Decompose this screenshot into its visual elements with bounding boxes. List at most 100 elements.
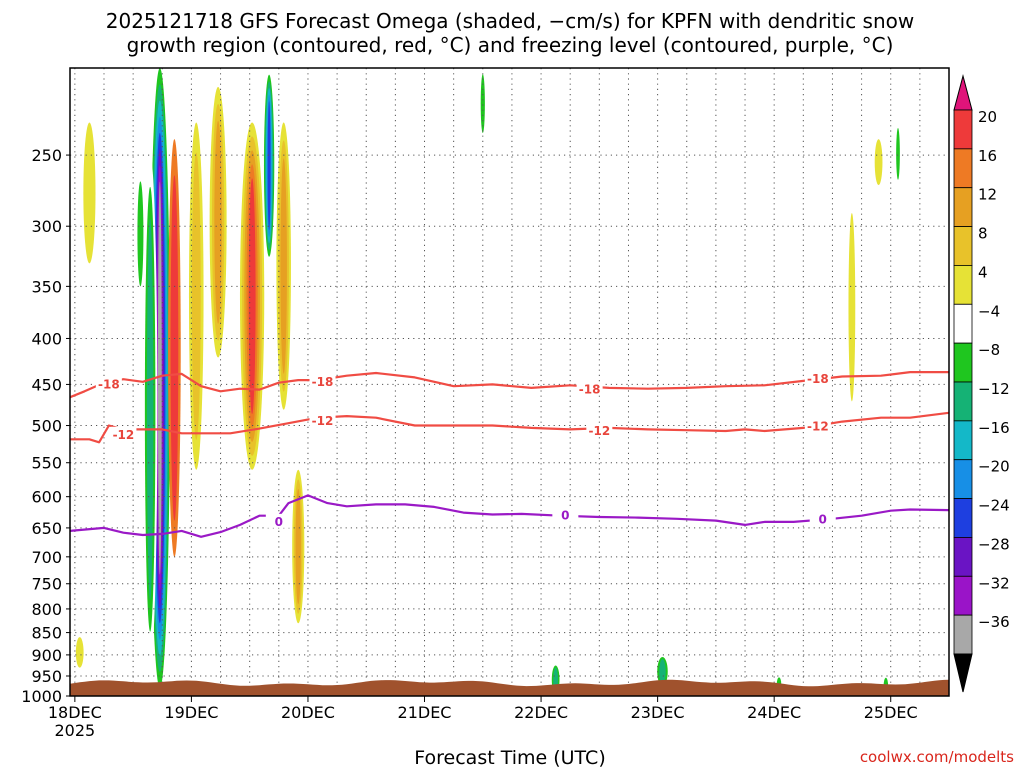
contour-label: 0 [275, 515, 283, 529]
y-tick-label: 950 [31, 667, 62, 686]
omega-region-6-level [248, 178, 256, 414]
contour-line [70, 371, 949, 399]
x-tick-label: 25DEC [864, 703, 918, 722]
x-tick-sublabel: 2025 [54, 721, 95, 740]
plot-grid [70, 68, 949, 696]
x-tick-label: 24DEC [747, 703, 801, 722]
contour-label: -18 [98, 377, 120, 391]
contour-label-bg [110, 426, 137, 441]
colorbar-label: −28 [978, 535, 1010, 553]
contour-line [70, 411, 949, 444]
colorbar-swatch [953, 459, 973, 499]
colorbar-swatch [953, 381, 973, 422]
colorbar-label: 20 [978, 108, 997, 126]
y-tick-label: 1000 [21, 687, 62, 706]
colorbar-bottom-arrow [953, 653, 973, 693]
colorbar-swatch [953, 148, 973, 189]
colorbar-swatch [953, 498, 973, 538]
y-tick-label: 850 [31, 624, 62, 643]
contour-lines: -18 -18 -18 -18 -12 -12 -12 -12 0 0 0 [70, 371, 949, 538]
omega-region-10-level [83, 122, 96, 264]
y-tick-label: 650 [31, 519, 62, 538]
colorbar-label: 12 [978, 186, 997, 204]
contour-label: 0 [561, 509, 569, 523]
colorbar-label: −16 [978, 419, 1010, 437]
colorbar-label: −4 [978, 302, 1000, 320]
omega-region-8-level [295, 488, 301, 605]
y-tick-label: 700 [31, 548, 62, 567]
colorbar-swatch [953, 342, 973, 383]
colorbar-label: 16 [978, 147, 997, 165]
x-tick-label: 22DEC [514, 703, 568, 722]
y-tick-label: 750 [31, 575, 62, 594]
contour-label-bg [804, 418, 831, 433]
contour-label-bg [552, 507, 579, 522]
omega-region-5-level [214, 120, 222, 324]
contour-line [70, 494, 949, 538]
contour-label: -18 [807, 372, 829, 386]
omega-region-4-level [191, 152, 201, 440]
contour-label-bg [809, 511, 836, 526]
colorbar-swatch [953, 420, 973, 461]
colorbar-swatch [953, 614, 973, 655]
colorbar: 20 16 12 8 4 −4 −8 −12 −16 −20 −24 −28 −32 −36 [953, 74, 1010, 693]
colorbar-swatch [953, 109, 973, 150]
omega-region-0-level [157, 181, 162, 575]
terrain-strip [70, 679, 949, 696]
colorbar-swatch [953, 303, 973, 344]
x-tick-label: 18DEC [48, 703, 102, 722]
colorbar-label: 8 [978, 225, 988, 243]
x-tick-label: 19DEC [164, 703, 218, 722]
y-tick-label: 800 [31, 600, 62, 619]
chart-title-line-2: growth region (contoured, red, °C) and f… [127, 33, 894, 57]
y-tick-label: 300 [31, 217, 62, 236]
chart-title-line-1: 2025121718 GFS Forecast Omega (shaded, −… [106, 9, 915, 33]
credit-text: coolwx.com/modelts [860, 748, 1014, 766]
omega-region-16-level [848, 212, 856, 402]
omega-region-11-level [75, 637, 84, 668]
colorbar-top-arrow [953, 74, 973, 111]
colorbar-swatch [953, 187, 973, 227]
contour-label: -12 [588, 424, 610, 438]
contour-label-bg [804, 371, 831, 386]
omega-region-13-level [659, 659, 666, 684]
omega-region-18-level [896, 127, 900, 180]
colorbar-label: −24 [978, 497, 1010, 515]
y-tick-label: 600 [31, 488, 62, 507]
colorbar-swatch [953, 226, 973, 266]
x-tick-label: 21DEC [398, 703, 452, 722]
contour-label: -12 [807, 419, 829, 433]
y-tick-label: 350 [31, 277, 62, 296]
contour-label: -18 [312, 375, 334, 389]
plot-frame [69, 67, 950, 697]
contour-label-bg [576, 381, 603, 396]
colorbar-swatch [953, 265, 973, 305]
colorbar-label: −8 [978, 341, 1000, 359]
contour-label: -18 [579, 383, 601, 397]
y-tick-label: 550 [31, 454, 62, 473]
y-tick-label: 450 [31, 375, 62, 394]
contour-label-bg [586, 422, 613, 437]
contour-label: -12 [312, 414, 334, 428]
y-tick-label: 900 [31, 646, 62, 665]
colorbar-label: −36 [978, 613, 1010, 631]
x-axis-label: Forecast Time (UTC) [414, 747, 605, 768]
x-tick-label: 20DEC [281, 703, 335, 722]
terrain-fill [70, 679, 949, 696]
omega-region-7-level [280, 158, 287, 374]
colorbar-label: −12 [978, 380, 1010, 398]
x-tick-label: 23DEC [631, 703, 685, 722]
omega-region-1-level [170, 175, 179, 521]
omega-region-2-level [146, 218, 154, 600]
contour-label-bg [309, 373, 336, 388]
pressure-axis-labels: 250 300 350 400 450 500 550 600 650 700 750 800 850 9… [21, 146, 70, 706]
omega-region-9-level [267, 101, 271, 231]
contour-label: 0 [819, 512, 827, 526]
contour-label: -12 [113, 428, 135, 442]
contour-label-bg [309, 412, 336, 427]
colorbar-label: −20 [978, 458, 1010, 476]
y-tick-label: 250 [31, 146, 62, 165]
colorbar-swatch [953, 575, 973, 616]
